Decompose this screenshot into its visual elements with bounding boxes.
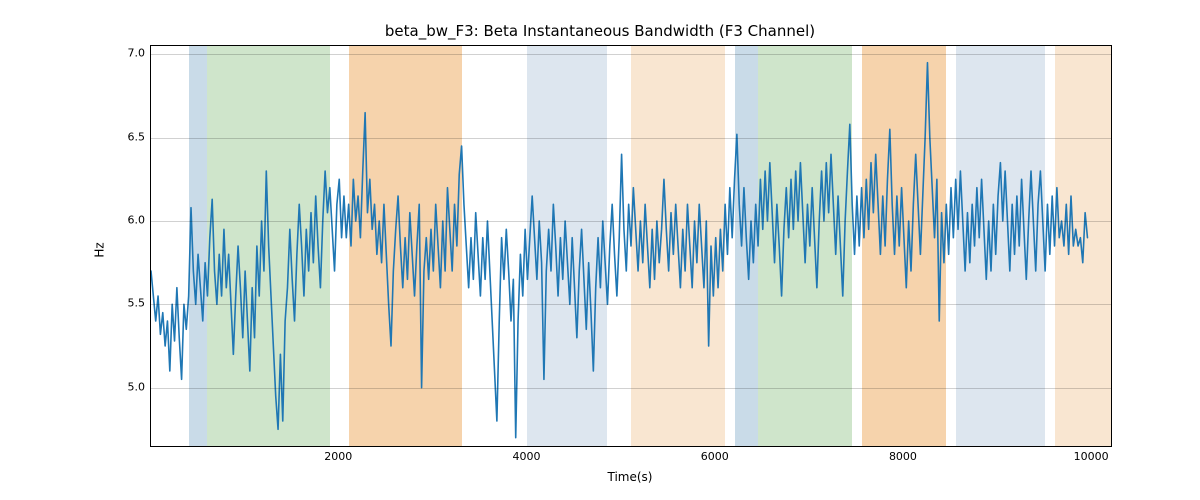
xtick-mark: [339, 446, 340, 447]
xtick-mark: [716, 446, 717, 447]
xtick-mark: [1092, 446, 1093, 447]
line-series: [151, 46, 1111, 446]
ytick-mark: [150, 388, 151, 389]
xtick-mark: [904, 446, 905, 447]
ytick-label: 6.0: [105, 214, 145, 227]
ytick-label: 7.0: [105, 47, 145, 60]
series-line: [151, 63, 1087, 438]
ytick-mark: [150, 304, 151, 305]
ytick-label: 5.0: [105, 380, 145, 393]
xtick-label: 8000: [889, 450, 917, 463]
ytick-label: 5.5: [105, 297, 145, 310]
y-axis-label: Hz: [90, 0, 110, 500]
chart-container: beta_bw_F3: Beta Instantaneous Bandwidth…: [0, 0, 1200, 500]
xtick-label: 10000: [1074, 450, 1109, 463]
chart-title: beta_bw_F3: Beta Instantaneous Bandwidth…: [0, 22, 1200, 40]
plot-area: [150, 45, 1112, 447]
gridline-h: [151, 221, 1111, 222]
gridline-h: [151, 388, 1111, 389]
xtick-mark: [527, 446, 528, 447]
ytick-mark: [150, 221, 151, 222]
gridline-h: [151, 54, 1111, 55]
x-axis-label: Time(s): [150, 470, 1110, 484]
xtick-label: 2000: [324, 450, 352, 463]
xtick-label: 6000: [701, 450, 729, 463]
ytick-mark: [150, 138, 151, 139]
ytick-label: 6.5: [105, 130, 145, 143]
xtick-label: 4000: [512, 450, 540, 463]
ytick-mark: [150, 54, 151, 55]
gridline-h: [151, 138, 1111, 139]
gridline-h: [151, 304, 1111, 305]
